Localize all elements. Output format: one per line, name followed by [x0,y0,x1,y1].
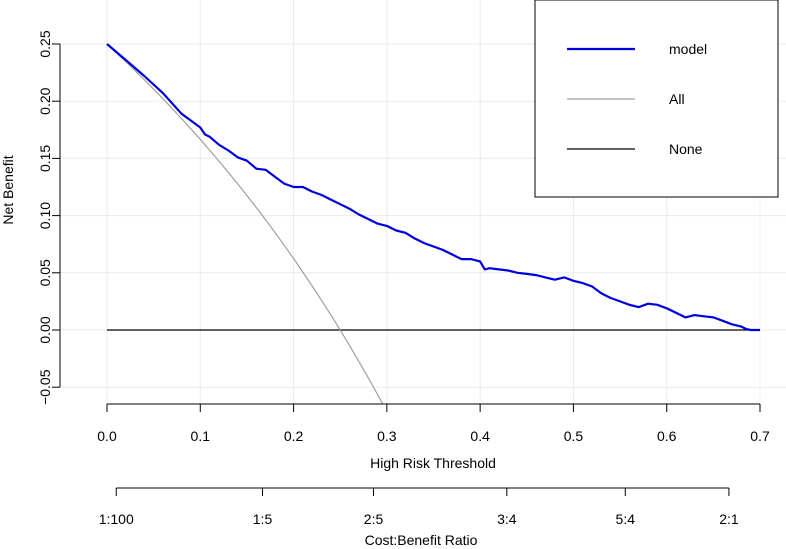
x-tick-label: 0.7 [750,428,770,444]
cost-benefit-tick-label: 1:100 [99,511,134,527]
cost-benefit-tick-label: 2:5 [364,511,384,527]
cost-benefit-axis-title: Cost:Benefit Ratio [365,532,478,548]
legend-label-all: All [669,91,685,107]
cost-benefit-tick-label: 3:4 [497,511,517,527]
x-tick-label: 0.6 [657,428,677,444]
legend-label-none: None [669,141,703,157]
y-tick-label: 0.05 [37,259,53,286]
legend: model All None [534,0,779,198]
series-line-model [106,43,760,332]
y-tick-label: 0.20 [37,87,53,114]
x-tick-label: 0.0 [97,428,117,444]
cost-benefit-tick-label: 2:1 [719,511,739,527]
x-tick-label: 0.4 [470,428,490,444]
y-tick-label: 0.10 [37,202,53,229]
y-tick-label: −0.05 [37,369,53,405]
y-axis-title: Net Benefit [0,155,16,224]
y-tick-label: 0.00 [37,316,53,343]
x-tick-label: 0.2 [284,428,304,444]
x-axis-title: High Risk Threshold [370,455,496,471]
cost-benefit-axis: 1:100 1:5 2:5 3:4 5:4 2:1 [99,487,739,527]
x-tick-label: 0.3 [377,428,397,444]
cost-benefit-tick-label: 1:5 [253,511,273,527]
y-tick-label: 0.25 [37,30,53,57]
series-line-all [106,43,384,404]
x-tick-label: 0.1 [191,428,211,444]
y-tick-label: 0.15 [37,145,53,172]
series-layer [106,43,760,404]
x-axis: 0.0 0.1 0.2 0.3 0.4 0.5 0.6 0.7 [97,403,770,444]
x-tick-label: 0.5 [564,428,584,444]
cost-benefit-tick-label: 5:4 [616,511,636,527]
y-axis: −0.05 0.00 0.05 0.10 0.15 0.20 0.25 [37,30,61,405]
legend-label-model: model [669,41,707,57]
